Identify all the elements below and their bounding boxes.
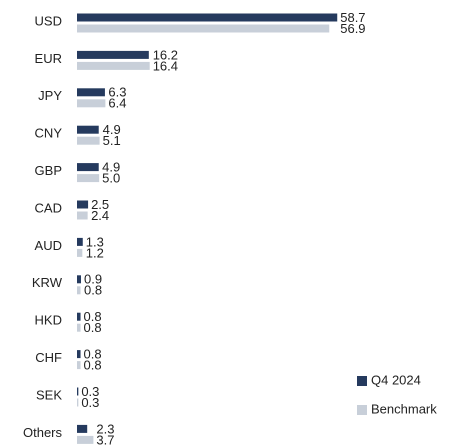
- value-label: 1.2: [86, 245, 104, 260]
- value-label: 5.0: [102, 171, 120, 186]
- value-label: 0.3: [81, 395, 99, 410]
- bar: [77, 424, 88, 433]
- bar: [77, 435, 94, 444]
- bar: [77, 361, 81, 370]
- category-label: JPY: [38, 88, 62, 103]
- category-label: EUR: [35, 51, 62, 66]
- value-label: 5.1: [103, 133, 121, 148]
- category-label: GBP: [35, 163, 62, 178]
- category-label: CNY: [35, 126, 63, 141]
- value-label: 6.3: [108, 85, 126, 100]
- value-label: 2.3: [96, 421, 114, 436]
- bar: [77, 24, 330, 33]
- value-label: 6.4: [108, 96, 126, 111]
- category-label: KRW: [32, 275, 63, 290]
- bar: [77, 125, 99, 134]
- category-label: AUD: [35, 238, 62, 253]
- bar: [77, 61, 150, 70]
- value-label: 0.8: [84, 358, 102, 373]
- bar: [77, 398, 79, 407]
- value-label: 58.7: [340, 10, 365, 25]
- bar: [77, 200, 89, 209]
- value-label: 0.8: [84, 309, 102, 324]
- bar: [77, 13, 338, 22]
- category-label: HKD: [35, 313, 62, 328]
- bar: [77, 211, 88, 220]
- legend-label: Benchmark: [371, 401, 437, 416]
- category-label: SEK: [36, 387, 62, 402]
- category-label: CHF: [35, 350, 62, 365]
- value-label: 16.2: [153, 47, 178, 62]
- bar: [77, 237, 83, 246]
- value-label: 2.5: [91, 197, 109, 212]
- value-label: 0.3: [81, 384, 99, 399]
- bar: [77, 174, 100, 183]
- value-label: 56.9: [340, 21, 365, 36]
- bar: [77, 50, 149, 59]
- bar: [77, 323, 81, 332]
- bar: [77, 88, 105, 97]
- category-label: CAD: [35, 200, 62, 215]
- category-label: USD: [35, 13, 62, 28]
- category-label: Others: [23, 425, 63, 440]
- bar: [77, 163, 99, 172]
- bar: [77, 350, 81, 359]
- bar: [77, 275, 81, 284]
- value-label: 0.8: [84, 320, 102, 335]
- bar: [77, 248, 83, 257]
- bar: [77, 136, 100, 145]
- bar: [77, 387, 79, 396]
- legend-swatch: [357, 376, 367, 386]
- value-label: 0.8: [84, 283, 102, 298]
- bar: [77, 312, 81, 321]
- value-label: 2.4: [91, 208, 109, 223]
- value-label: 0.8: [84, 347, 102, 362]
- legend-label: Q4 2024: [371, 372, 421, 387]
- value-label: 3.7: [96, 432, 114, 445]
- bar: [77, 286, 81, 295]
- value-label: 1.3: [86, 234, 104, 249]
- bar: [77, 99, 106, 108]
- value-label: 0.9: [84, 272, 102, 287]
- value-label: 4.9: [103, 122, 121, 137]
- legend-swatch: [357, 405, 367, 415]
- value-label: 4.9: [102, 160, 120, 175]
- value-label: 16.4: [153, 58, 178, 73]
